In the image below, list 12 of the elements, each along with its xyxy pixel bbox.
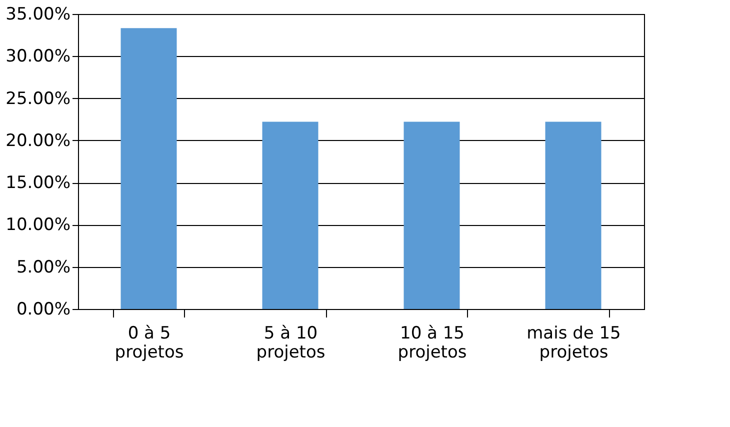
- x-tick-label: 10 à 15 projetos: [398, 324, 467, 362]
- y-tick-label: 15.00%: [6, 173, 70, 194]
- y-tick-label: 35.00%: [6, 4, 70, 24]
- y-tick-label: 30.00%: [6, 46, 70, 67]
- x-tick-label: mais de 15 projetos: [526, 324, 621, 362]
- y-tick-label: 5.00%: [16, 257, 70, 278]
- y-tick-label: 0.00%: [16, 300, 70, 320]
- y-tick-label: 20.00%: [6, 130, 70, 151]
- y-tick-label: 10.00%: [6, 215, 70, 236]
- x-tick-label: 5 à 10 projetos: [256, 324, 326, 362]
- x-tick-label: 0 à 5 projetos: [114, 324, 184, 362]
- y-tick-label: 25.00%: [6, 88, 70, 109]
